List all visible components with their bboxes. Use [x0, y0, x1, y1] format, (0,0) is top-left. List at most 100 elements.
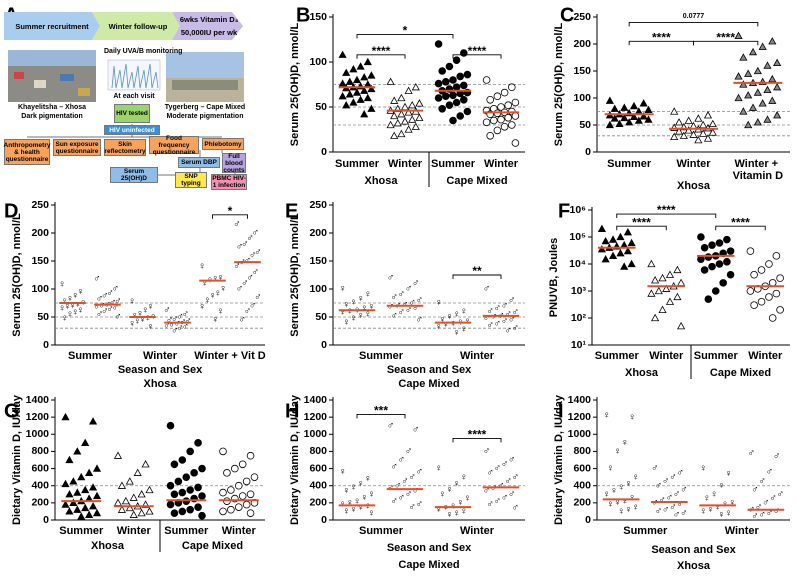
data-point — [757, 266, 766, 274]
data-point — [198, 511, 206, 520]
data-point: ♀ — [607, 463, 615, 474]
significance-bracket — [212, 214, 248, 219]
data-point: ♂ — [93, 302, 101, 313]
data-point — [408, 115, 417, 123]
data-point — [597, 224, 606, 232]
data-point — [726, 270, 735, 279]
data-point: ♀ — [350, 297, 358, 308]
data-point — [629, 112, 639, 121]
data-point: ♂ — [387, 302, 395, 313]
box: Phlebotomy — [202, 138, 244, 150]
y-tick-label: 200 — [309, 497, 327, 509]
y-tick-label: 600 — [309, 462, 327, 474]
data-point — [242, 500, 251, 509]
data-point: ♂ — [651, 463, 659, 474]
photo-sky — [8, 50, 96, 66]
data-point: ♀ — [460, 324, 468, 335]
y-tick-label: 800 — [31, 445, 49, 457]
data-point — [703, 134, 713, 142]
significance-label: **** — [716, 30, 735, 44]
data-point: ♀ — [699, 506, 707, 517]
data-point — [694, 135, 703, 144]
data-point — [386, 120, 395, 129]
monitoring-label: Daily UVA/B monitoring — [104, 48, 183, 55]
data-point — [459, 49, 468, 57]
data-point: ♂ — [486, 467, 494, 478]
data-point: ♂ — [416, 467, 424, 478]
data-point — [81, 438, 90, 446]
data-point — [750, 301, 758, 309]
photo-roof — [34, 80, 46, 88]
visit-label: At each visit — [113, 93, 155, 100]
data-point: ♀ — [147, 302, 155, 313]
significance-label: ** — [472, 264, 482, 278]
data-point: ♀ — [456, 497, 464, 508]
data-point — [113, 451, 123, 459]
data-point: ♂ — [405, 489, 413, 500]
data-point — [92, 508, 102, 517]
data-point: ♀ — [217, 306, 225, 317]
data-point — [117, 481, 127, 489]
data-point: ♀ — [346, 306, 354, 317]
data-point — [434, 94, 443, 102]
data-point: ♂ — [412, 425, 420, 436]
data-point: ♂ — [387, 420, 395, 431]
data-point — [449, 76, 457, 84]
data-point: ♂ — [512, 323, 520, 334]
data-point — [620, 103, 629, 111]
data-point — [133, 468, 142, 476]
data-point: ♂ — [508, 314, 516, 325]
data-point: ♂ — [494, 318, 502, 329]
data-point: ♂ — [751, 485, 759, 496]
data-point: ♂ — [773, 451, 781, 462]
data-point — [386, 77, 395, 85]
data-point: ♂ — [501, 459, 509, 470]
data-point — [482, 76, 491, 84]
data-point: ♂ — [680, 508, 688, 519]
data-point: ♂ — [412, 303, 420, 314]
data-point: ♀ — [339, 284, 347, 295]
y-tick-label: 600 — [573, 462, 591, 474]
site-note: Dark pigmentation — [21, 113, 83, 120]
data-point: ♀ — [357, 311, 365, 322]
data-point — [763, 115, 772, 123]
data-point — [166, 481, 175, 490]
data-point — [92, 464, 102, 472]
data-point — [463, 70, 472, 79]
data-point — [77, 472, 86, 481]
data-point: ♂ — [394, 480, 402, 491]
significance-bracket — [693, 40, 759, 46]
significance-bracket — [715, 225, 766, 231]
data-point — [620, 113, 629, 122]
data-point — [739, 53, 748, 61]
data-point: ♂ — [773, 506, 781, 517]
data-point: ♀ — [198, 302, 206, 313]
data-point — [773, 58, 782, 67]
panel-letter: G — [4, 400, 20, 422]
data-point: ♀ — [350, 482, 358, 493]
x-tick-label-line: Winter + — [734, 158, 781, 170]
data-point: ♂ — [390, 461, 398, 472]
data-point — [723, 235, 731, 244]
data-point: ♂ — [412, 485, 420, 496]
y-tick-label: 10¹ — [571, 339, 587, 351]
data-point: ♂ — [494, 303, 502, 314]
data-point — [753, 66, 762, 75]
data-point — [88, 502, 98, 510]
data-point — [625, 118, 634, 126]
data-point — [758, 42, 767, 50]
phase-label: Winter follow-up — [108, 22, 168, 31]
significance-bracket — [452, 437, 502, 443]
data-point — [441, 92, 450, 100]
data-point — [117, 505, 127, 513]
group-label: Cape Mixed — [182, 540, 243, 552]
data-point — [711, 287, 720, 295]
phase-arrow — [4, 12, 100, 40]
data-point: ♂ — [501, 316, 509, 327]
data-point — [459, 96, 468, 104]
data-point — [145, 485, 154, 494]
data-point: ♂ — [176, 312, 184, 323]
data-point: ♀ — [438, 314, 446, 325]
group-label: Xhosa — [143, 378, 177, 390]
data-point — [182, 473, 191, 481]
